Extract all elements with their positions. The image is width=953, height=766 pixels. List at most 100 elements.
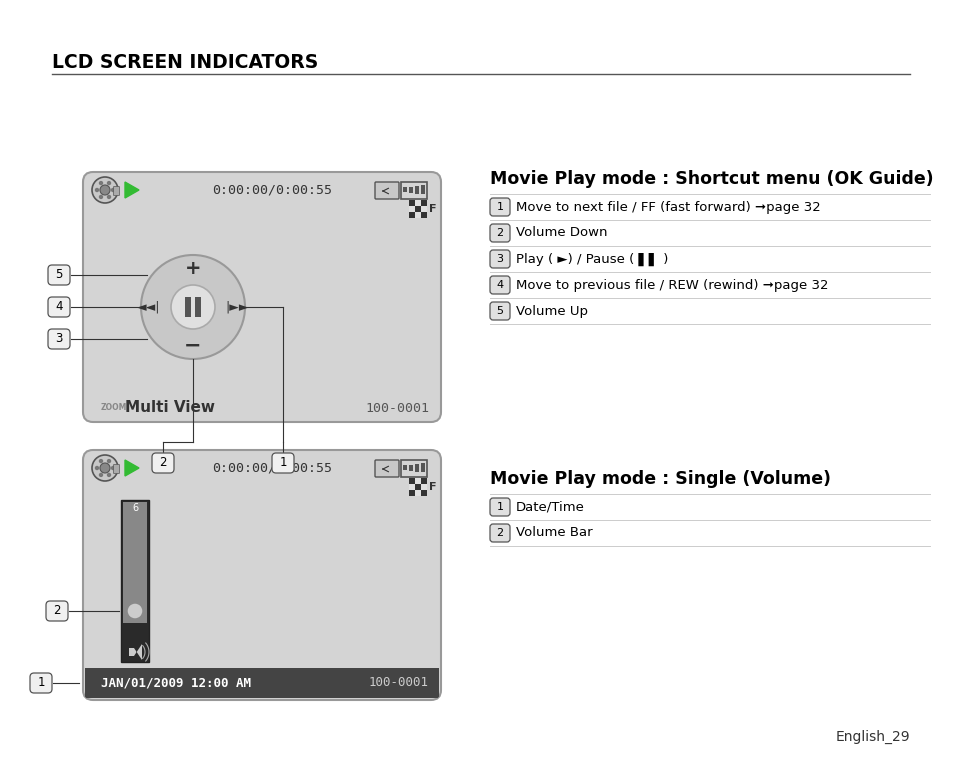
Text: English_29: English_29 [835,730,909,744]
Circle shape [141,255,245,359]
Circle shape [107,473,112,477]
Text: 1: 1 [496,502,503,512]
Text: JAN/01/2009 12:00 AM: JAN/01/2009 12:00 AM [101,676,251,689]
FancyBboxPatch shape [48,265,70,285]
Bar [129,648,133,656]
Text: Volume Bar: Volume Bar [516,526,592,539]
FancyBboxPatch shape [490,250,510,268]
Circle shape [107,181,112,185]
Text: Volume Up: Volume Up [516,305,587,317]
Polygon shape [125,460,139,476]
Circle shape [107,195,112,199]
Bar [415,478,420,484]
Text: Move to next file / FF (fast forward) ➞page 32: Move to next file / FF (fast forward) ➞p… [516,201,820,214]
Text: 2: 2 [53,604,61,617]
FancyBboxPatch shape [113,186,119,195]
Text: 4: 4 [496,280,503,290]
Bar [194,297,201,317]
Text: 5: 5 [55,269,63,281]
Text: 0:00:00/0:00:55: 0:00:00/0:00:55 [212,184,332,197]
Text: 0:00:00/0:00:55: 0:00:00/0:00:55 [212,461,332,474]
Circle shape [111,188,115,192]
Bar [409,200,415,206]
Text: 3: 3 [496,254,503,264]
Circle shape [127,603,143,619]
Bar [409,490,415,496]
Text: Multi View: Multi View [125,401,214,415]
Text: ZOOM: ZOOM [101,404,128,413]
Text: 2: 2 [159,457,167,470]
FancyBboxPatch shape [490,524,510,542]
Bar [420,463,424,472]
Circle shape [107,459,112,463]
Text: 5: 5 [496,306,503,316]
Text: Movie Play mode : Single (Volume): Movie Play mode : Single (Volume) [490,470,830,488]
Text: 1: 1 [496,202,503,212]
FancyBboxPatch shape [30,673,52,693]
Text: 100-0001: 100-0001 [369,676,429,689]
Circle shape [91,455,118,481]
Bar [420,484,427,490]
Circle shape [94,188,99,192]
FancyBboxPatch shape [83,172,440,422]
FancyBboxPatch shape [83,450,440,700]
Bar [415,212,420,218]
FancyBboxPatch shape [375,460,398,477]
Text: 6: 6 [132,503,138,513]
Circle shape [99,459,103,463]
Circle shape [99,195,103,199]
Text: 100-0001: 100-0001 [365,401,429,414]
Circle shape [99,473,103,477]
Bar [121,500,149,662]
Bar [402,187,407,192]
Text: 4: 4 [55,300,63,313]
Text: Move to previous file / REW (rewind) ➞page 32: Move to previous file / REW (rewind) ➞pa… [516,279,827,292]
Text: 2: 2 [496,528,503,538]
Bar [409,187,413,193]
FancyBboxPatch shape [113,464,119,473]
Circle shape [100,463,110,473]
Circle shape [171,285,214,329]
Bar [85,668,438,698]
Circle shape [100,185,110,195]
Text: LCD SCREEN INDICATORS: LCD SCREEN INDICATORS [52,53,318,72]
Text: 1: 1 [279,457,287,470]
FancyBboxPatch shape [272,453,294,473]
Text: Play ( ►) / Pause ( ▌▌ ): Play ( ►) / Pause ( ▌▌ ) [516,252,668,266]
Bar [415,464,418,472]
Bar [409,212,415,218]
Text: +: + [185,258,201,277]
FancyBboxPatch shape [152,453,173,473]
Bar [123,502,147,623]
Bar [420,212,427,218]
Bar [420,206,427,212]
Bar [420,200,427,206]
Text: ◄◄|: ◄◄| [137,300,161,313]
Bar [415,490,420,496]
FancyBboxPatch shape [490,498,510,516]
Text: Movie Play mode : Shortcut menu (OK Guide): Movie Play mode : Shortcut menu (OK Guid… [490,170,933,188]
Bar [185,297,191,317]
Bar [420,490,427,496]
Bar [415,200,420,206]
Text: 3: 3 [55,332,63,345]
Bar [409,478,415,484]
FancyBboxPatch shape [490,302,510,320]
Bar [409,465,413,471]
FancyBboxPatch shape [375,182,398,199]
Bar [415,186,418,194]
Bar [409,484,415,490]
Text: Date/Time: Date/Time [516,500,584,513]
Bar [409,206,415,212]
Circle shape [94,466,99,470]
Text: F: F [429,204,436,214]
Bar [415,206,420,212]
Text: 1: 1 [37,676,45,689]
Text: Volume Down: Volume Down [516,227,607,240]
Text: −: − [184,336,201,356]
FancyBboxPatch shape [490,198,510,216]
Text: 2: 2 [496,228,503,238]
FancyBboxPatch shape [48,297,70,317]
Text: F: F [429,482,436,492]
Polygon shape [133,644,142,660]
